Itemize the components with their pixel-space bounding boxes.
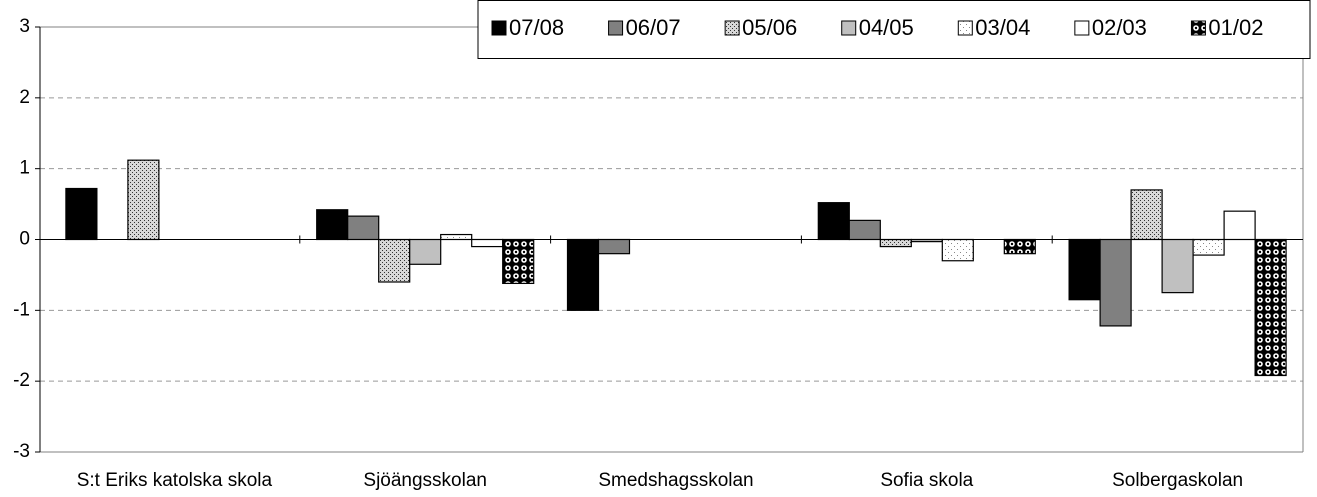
legend-swatch [491, 20, 507, 36]
bar [1003, 238, 1036, 255]
bar [848, 219, 881, 241]
legend-label: 03/04 [975, 15, 1030, 40]
legend-swatch [608, 20, 624, 36]
legend-swatch [1190, 20, 1206, 36]
bar [1130, 189, 1163, 241]
x-tick-label: Sofia skola [880, 470, 973, 491]
bar [316, 209, 349, 241]
legend-label: 04/05 [859, 15, 914, 40]
bar [817, 202, 850, 241]
legend-label: 06/07 [626, 15, 681, 40]
bar [1192, 238, 1225, 256]
bar [941, 238, 974, 262]
bar [471, 238, 504, 248]
y-tick-label: -2 [13, 370, 30, 391]
y-tick-label: -3 [13, 441, 30, 462]
x-tick-label: Sjöängsskolan [363, 470, 487, 491]
y-tick-label: -1 [13, 299, 30, 320]
y-tick-label: 3 [19, 16, 30, 37]
legend-label: 05/06 [742, 15, 797, 40]
bar [440, 233, 473, 241]
bar [1099, 238, 1132, 327]
y-tick-label: 0 [19, 229, 30, 250]
bar [1254, 238, 1287, 377]
bar [597, 238, 631, 255]
legend-swatch [841, 20, 857, 36]
legend-label: 01/02 [1208, 15, 1263, 40]
y-tick-label: 2 [19, 87, 30, 108]
bar [1068, 238, 1101, 301]
bar [1161, 238, 1194, 294]
x-tick-label: S:t Eriks katolska skola [77, 470, 273, 491]
bar [378, 238, 411, 283]
bar [65, 187, 98, 241]
bar [1223, 210, 1256, 241]
y-tick-label: 1 [19, 158, 30, 179]
bar [566, 238, 600, 311]
x-tick-label: Solbergaskolan [1112, 470, 1243, 491]
legend-swatch [1074, 20, 1090, 36]
bar [879, 238, 912, 248]
bar [347, 215, 380, 241]
legend-swatch [957, 20, 973, 36]
bar [502, 238, 535, 285]
x-tick-label: Smedshagsskolan [598, 470, 753, 491]
legend-label: 02/03 [1092, 15, 1147, 40]
legend-swatch [724, 20, 740, 36]
legend-label: 07/08 [509, 15, 564, 40]
bar [409, 238, 442, 265]
bar [127, 159, 160, 241]
